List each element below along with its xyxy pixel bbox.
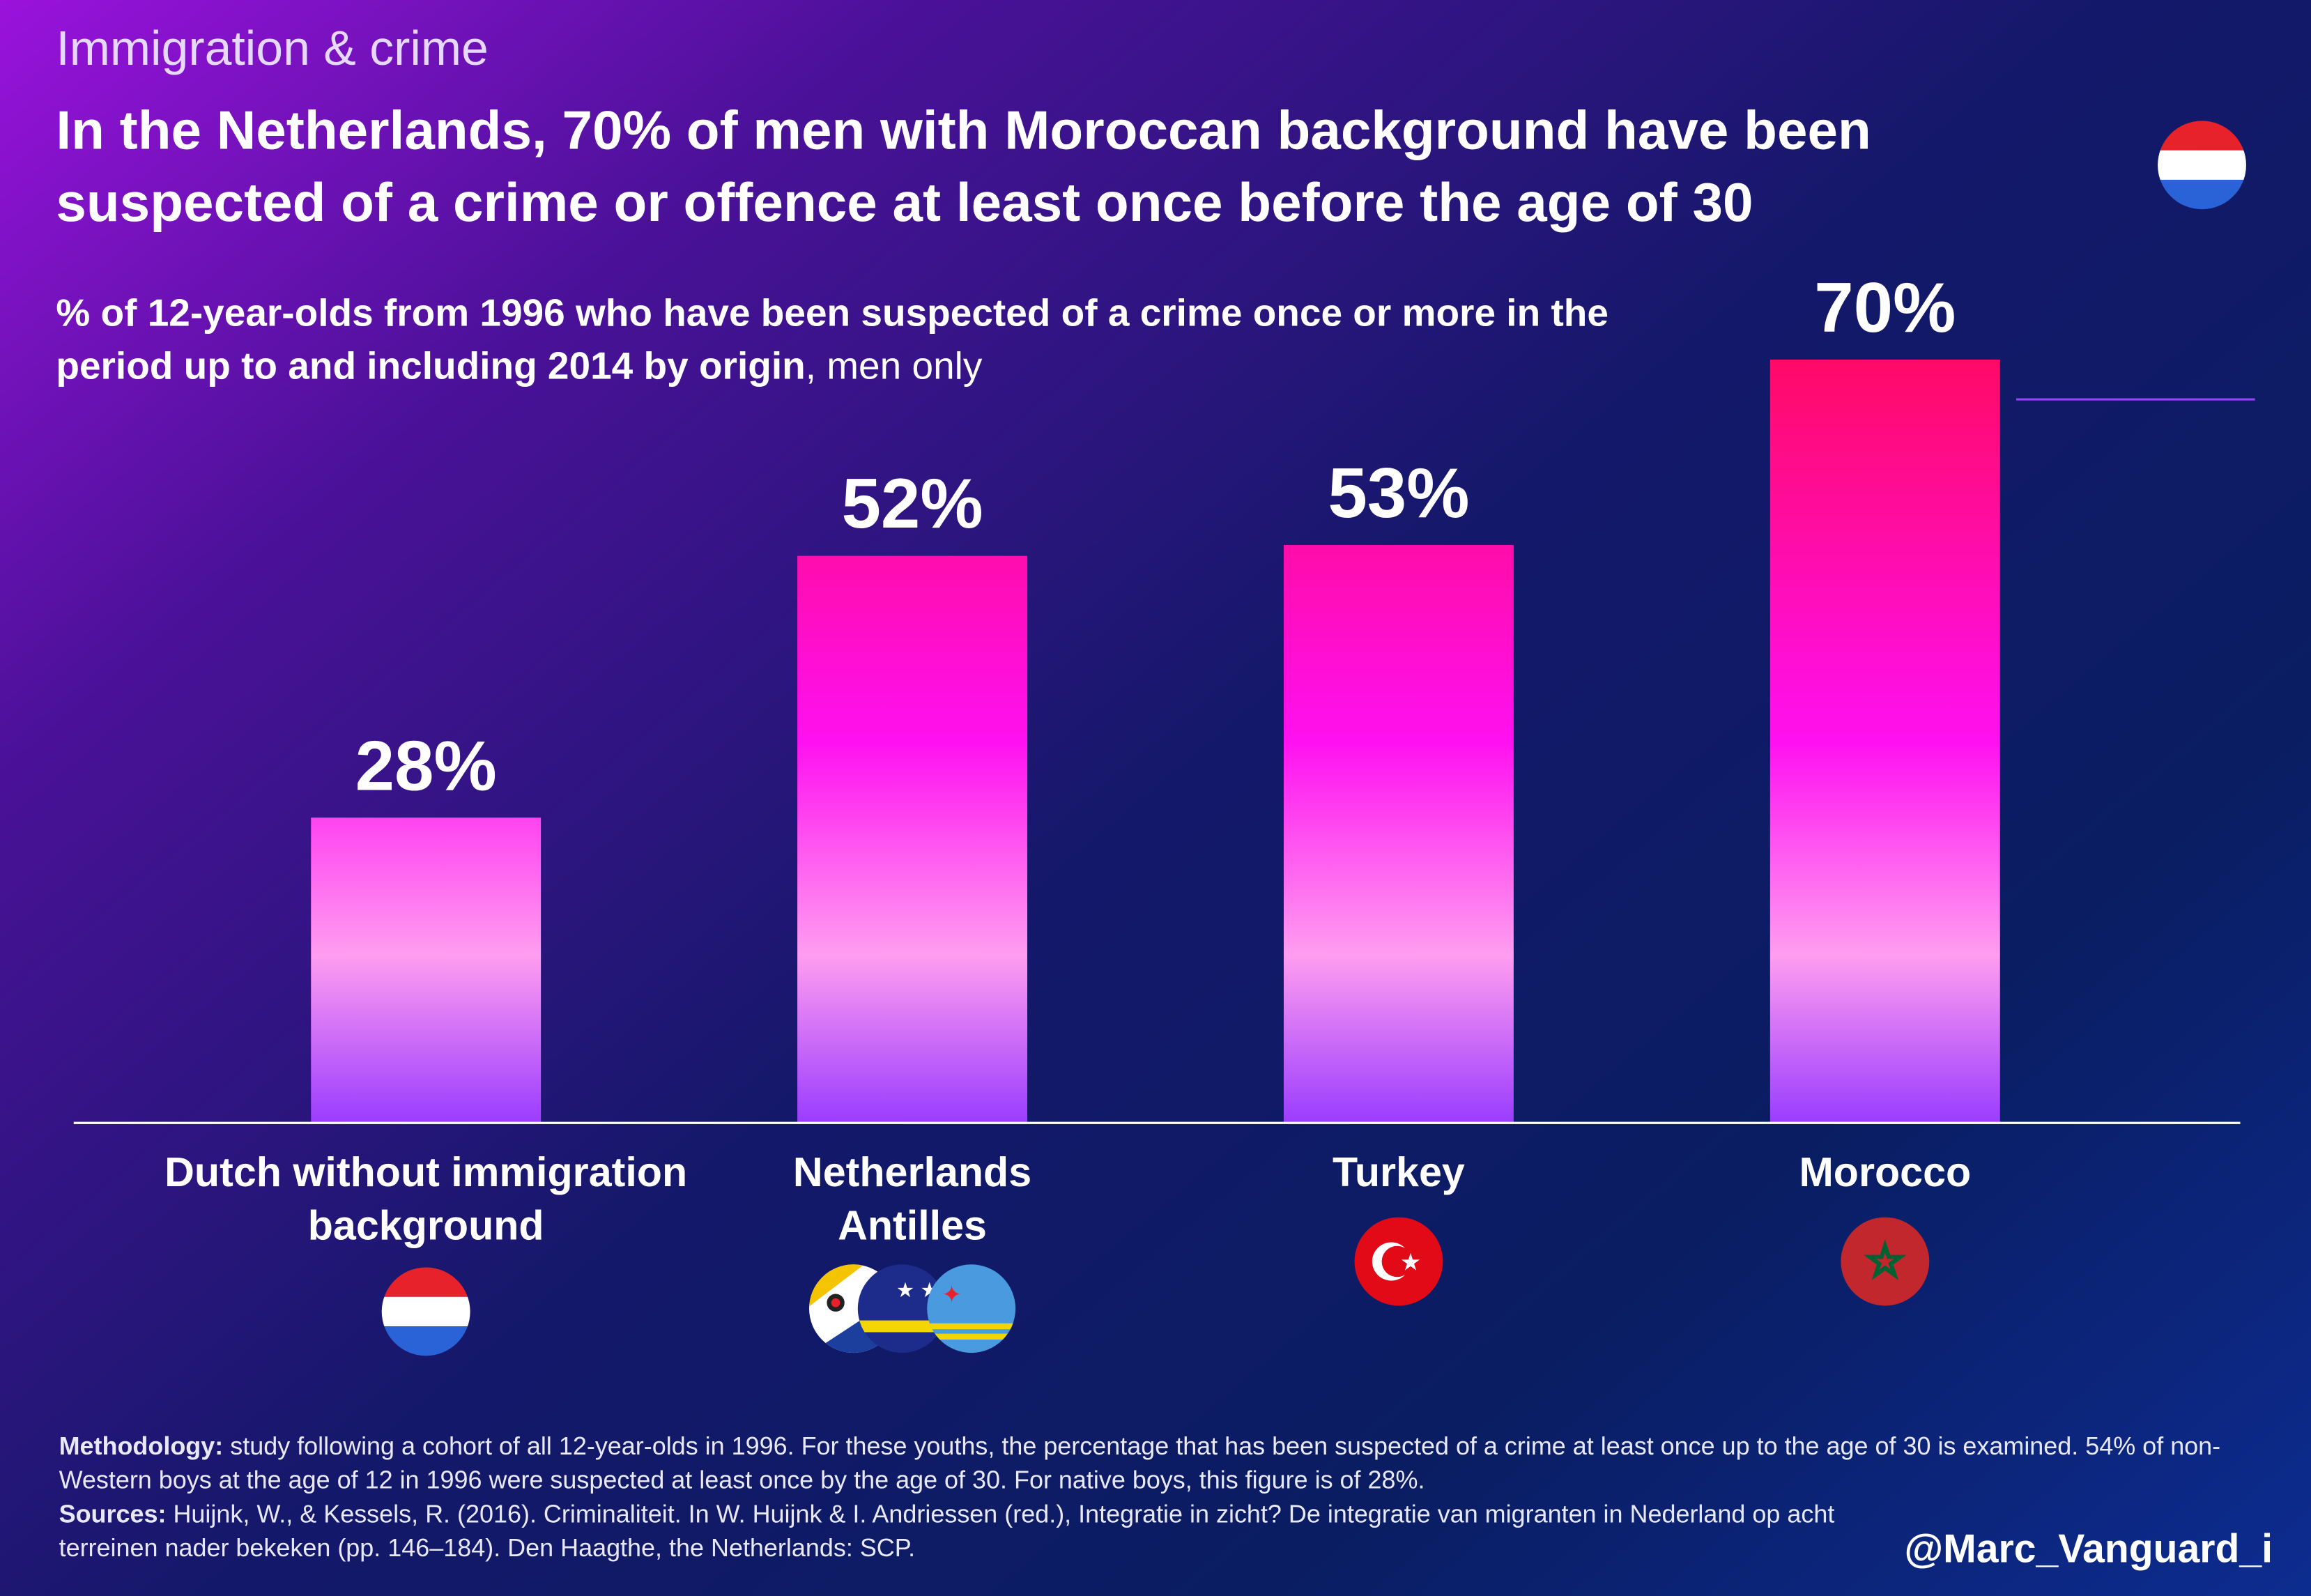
kicker: Immigration & crime (56, 20, 489, 75)
sources-label: Sources: (59, 1500, 167, 1528)
title: In the Netherlands, 70% of men with Moro… (56, 100, 1871, 233)
flag-turkey: ★ (1354, 1217, 1443, 1306)
x-tick-label: Turkey (1333, 1149, 1465, 1195)
value-label: 28% (355, 728, 497, 806)
value-label: 70% (1814, 269, 1956, 348)
bar (311, 818, 542, 1123)
svg-text:★: ★ (1400, 1250, 1421, 1276)
svg-text:✦: ✦ (942, 1282, 961, 1308)
flag-morocco: ☆ (1841, 1217, 1930, 1306)
bar (1769, 359, 2000, 1123)
x-tick-label: Morocco (1799, 1149, 1972, 1195)
flag-nl (2158, 121, 2246, 210)
bar (1283, 544, 1514, 1123)
footnote: Methodology: study following a cohort of… (59, 1429, 2270, 1565)
methodology-text: study following a cohort of all 12-year-… (59, 1432, 2221, 1495)
flag-aruba: ✦ (927, 1264, 1016, 1353)
subtitle-bold: % of 12-year-olds from 1996 who have bee… (56, 290, 1609, 388)
x-tick-label: Dutch without immigration background (164, 1149, 688, 1248)
methodology-label: Methodology: (59, 1432, 224, 1461)
value-label: 53% (1328, 454, 1470, 534)
subtitle: % of 12-year-olds from 1996 who have bee… (56, 286, 1648, 392)
sources-text: Huijnk, W., & Kessels, R. (2016). Crimin… (59, 1500, 1835, 1563)
value-label: 52% (841, 466, 983, 544)
bar (797, 555, 1028, 1123)
flag-nl (381, 1267, 470, 1356)
x-tick-label: Netherlands Antilles (792, 1149, 1032, 1248)
subtitle-regular: , men only (805, 343, 983, 388)
svg-text:☆: ☆ (1865, 1237, 1905, 1286)
credit: @Marc_Vanguard_i (1904, 1526, 2273, 1572)
